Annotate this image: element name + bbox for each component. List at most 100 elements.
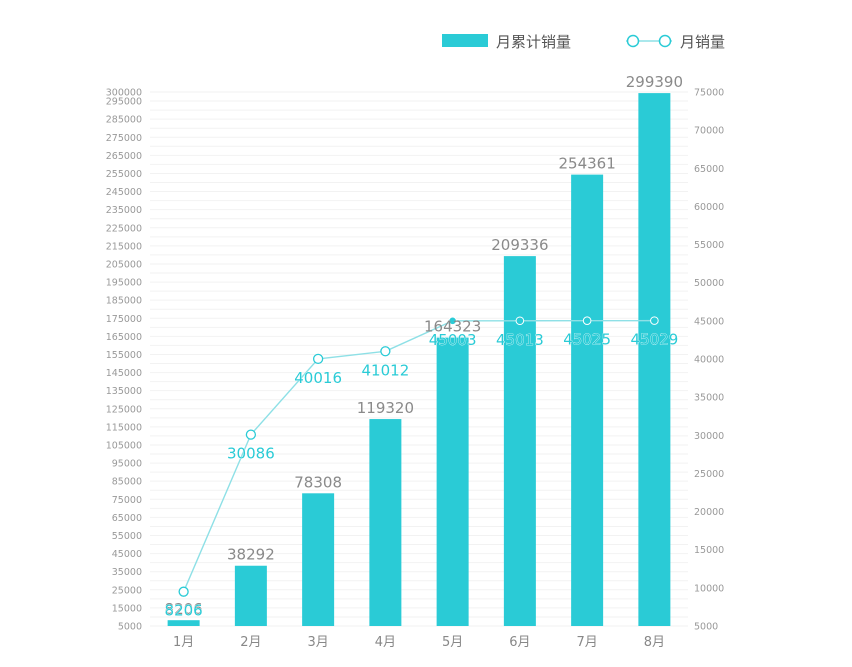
left-axis-tick-label: 115000: [106, 422, 142, 433]
right-y-axis: 5000 10000 15000 20000 25000 30000 35000 40000 4…: [694, 88, 724, 633]
left-axis-tick-label: 5000: [118, 622, 142, 633]
legend-line-marker-left: [626, 34, 640, 48]
bar-data-label: 164323: [424, 318, 481, 336]
line-point: [582, 316, 592, 325]
line-data-label: 45025: [563, 331, 611, 349]
line-data-label: 40016: [294, 369, 342, 387]
bar-data-label: 78308: [294, 473, 342, 491]
left-axis-tick-label: 285000: [106, 115, 142, 126]
left-axis-tick-label: 165000: [106, 332, 142, 343]
right-axis-tick-label: 40000: [694, 355, 724, 366]
left-axis-tick-label: 65000: [112, 513, 142, 524]
right-axis-tick-label: 25000: [694, 469, 724, 480]
x-axis-tick-label: 5月: [442, 635, 463, 650]
left-axis-tick-label: 300000: [106, 88, 142, 99]
left-axis-tick-label: 35000: [112, 567, 142, 578]
bar: [436, 337, 469, 626]
left-axis-tick-label: 255000: [106, 169, 142, 180]
bar-data-label: 299390: [626, 73, 683, 91]
legend-item-monthly[interactable]: 月销量: [626, 33, 725, 51]
left-axis-tick-label: 215000: [106, 241, 142, 252]
left-axis-tick-label: 225000: [106, 223, 142, 234]
bar: [638, 93, 671, 627]
left-axis-tick-label: 95000: [112, 459, 142, 470]
bar-data-labels: 8206 38292 78308 119320 164323 209336 254361 29…: [165, 73, 683, 618]
x-axis-tick-label: 4月: [375, 635, 396, 650]
line-point: [245, 429, 257, 440]
right-axis-tick-label: 10000: [694, 583, 724, 594]
legend-bar-swatch: [442, 34, 488, 47]
right-axis-tick-label: 15000: [694, 545, 724, 556]
left-axis-tick-label: 55000: [112, 531, 142, 542]
x-axis-tick-label: 3月: [307, 635, 328, 650]
bar: [503, 256, 536, 626]
left-axis-tick-label: 125000: [106, 404, 142, 415]
bar-data-label: 254361: [558, 155, 615, 173]
left-axis-tick-label: 135000: [106, 386, 142, 397]
bar: [571, 174, 604, 626]
legend[interactable]: 月累计销量 月销量: [442, 33, 725, 51]
left-axis-tick-label: 245000: [106, 187, 142, 198]
left-axis-tick-label: 235000: [106, 205, 142, 216]
bar-series: [167, 93, 671, 627]
line-point: [448, 316, 457, 326]
left-axis-tick-label: 45000: [112, 549, 142, 560]
right-axis-tick-label: 45000: [694, 316, 724, 327]
line-point: [312, 353, 324, 365]
left-axis-tick-label: 175000: [106, 314, 142, 325]
legend-item-cumulative[interactable]: 月累计销量: [442, 33, 571, 51]
bar: [302, 493, 335, 626]
line-point: [515, 316, 525, 326]
line-point: [178, 586, 189, 597]
left-y-axis: 5000 15000 25000 35000 45000 55000 65000 75000 8…: [106, 88, 142, 633]
right-axis-tick-label: 55000: [694, 240, 724, 251]
left-axis-tick-label: 145000: [106, 368, 142, 379]
right-axis-tick-label: 50000: [694, 278, 724, 289]
left-axis-tick-label: 275000: [106, 133, 142, 144]
line-data-label: 45013: [496, 331, 544, 349]
left-axis-tick-label: 195000: [106, 278, 142, 289]
x-axis-tick-label: 8月: [644, 635, 665, 650]
left-axis-tick-label: 75000: [112, 495, 142, 506]
left-axis-tick-label: 155000: [106, 350, 142, 361]
right-axis-tick-label: 70000: [694, 126, 724, 137]
bar-data-label: 119320: [357, 399, 414, 417]
line-path: [182, 319, 655, 592]
legend-line-marker-right: [658, 34, 672, 48]
right-axis-tick-label: 65000: [694, 164, 724, 175]
bar: [167, 620, 200, 626]
right-axis-tick-label: 5000: [694, 622, 718, 633]
x-axis-tick-label: 2月: [240, 635, 261, 650]
line-point: [380, 346, 391, 357]
bar-data-label: 209336: [491, 236, 548, 254]
bar-data-label: 38292: [227, 546, 275, 564]
left-axis-tick-label: 295000: [106, 97, 142, 108]
right-axis-tick-label: 30000: [694, 431, 724, 442]
line-series: [178, 316, 659, 597]
line-data-label: 8206: [165, 602, 203, 620]
x-axis-tick-label: 1月: [173, 635, 194, 650]
line-data-label: 45029: [631, 331, 679, 349]
bar-data-label: 8206: [165, 600, 203, 618]
line-data-label: 30086: [227, 445, 275, 463]
line-data-label: 45003: [429, 331, 477, 349]
line-point: [650, 316, 659, 325]
right-axis-tick-label: 20000: [694, 507, 724, 518]
left-axis-tick-label: 205000: [106, 259, 142, 270]
right-axis-tick-label: 35000: [694, 393, 724, 404]
right-axis-tick-label: 75000: [694, 88, 724, 99]
left-axis-tick-label: 25000: [112, 585, 142, 596]
legend-label-monthly: 月销量: [680, 33, 725, 51]
legend-label-cumulative: 月累计销量: [496, 33, 571, 51]
bar: [234, 565, 267, 626]
x-axis-tick-label: 7月: [576, 635, 597, 650]
x-axis-tick-label: 6月: [509, 635, 530, 650]
line-data-labels: 8206 30086 40016 41012 45003 45013 45025 45029: [164, 330, 679, 620]
x-axis: 1月 2月 3月 4月 5月 6月 7月 8月: [173, 635, 665, 650]
left-axis-tick-label: 185000: [106, 296, 142, 307]
left-axis-tick-label: 265000: [106, 151, 142, 162]
left-axis-tick-label: 105000: [106, 440, 142, 451]
line-data-label: 41012: [362, 361, 410, 379]
bar: [369, 419, 402, 626]
